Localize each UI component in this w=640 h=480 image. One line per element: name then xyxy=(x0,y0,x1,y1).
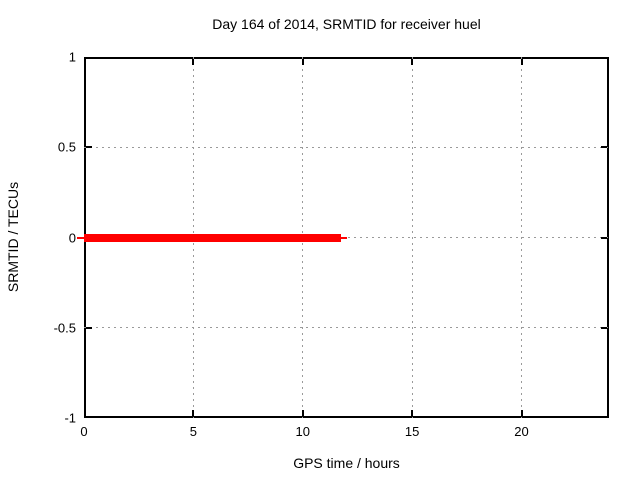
y-gridline xyxy=(84,327,609,329)
series-line-segment xyxy=(84,233,342,242)
series-line-segment xyxy=(341,236,347,239)
y-tick-label: -0.5 xyxy=(53,320,76,336)
y-tick-mark xyxy=(601,236,607,239)
plot-area xyxy=(77,57,609,418)
y-tick-mark xyxy=(86,326,92,329)
y-tick-label: 0.5 xyxy=(57,139,76,155)
y-axis-label: SRMTID / TECUs xyxy=(5,181,21,293)
x-tick-label: 10 xyxy=(295,424,310,439)
x-tick-label: 5 xyxy=(189,424,197,439)
x-tick-mark xyxy=(192,59,195,65)
x-tick-mark xyxy=(301,410,304,416)
x-tick-mark xyxy=(520,410,523,416)
y-tick-label: 1 xyxy=(68,49,76,65)
x-tick-mark xyxy=(301,59,304,65)
y-tick-mark xyxy=(601,146,607,149)
chart-title: Day 164 of 2014, SRMTID for receiver hue… xyxy=(212,16,481,32)
x-tick-mark xyxy=(411,59,414,65)
x-tick-label: 20 xyxy=(514,424,529,439)
y-tick-label: -1 xyxy=(64,410,76,426)
x-tick-labels: 0 5 10 15 20 xyxy=(80,423,609,441)
y-gridline xyxy=(84,146,609,148)
y-tick-mark xyxy=(601,326,607,329)
x-tick-mark xyxy=(411,410,414,416)
x-tick-label: 15 xyxy=(404,424,420,439)
x-tick-label: 0 xyxy=(80,424,88,439)
x-axis-label: GPS time / hours xyxy=(293,455,400,471)
y-tick-label: 0 xyxy=(68,230,76,245)
y-gridline xyxy=(84,237,609,238)
y-tick-mark xyxy=(86,146,92,149)
x-tick-mark xyxy=(192,410,195,416)
series-line-segment xyxy=(77,236,86,239)
x-tick-mark xyxy=(520,59,523,65)
